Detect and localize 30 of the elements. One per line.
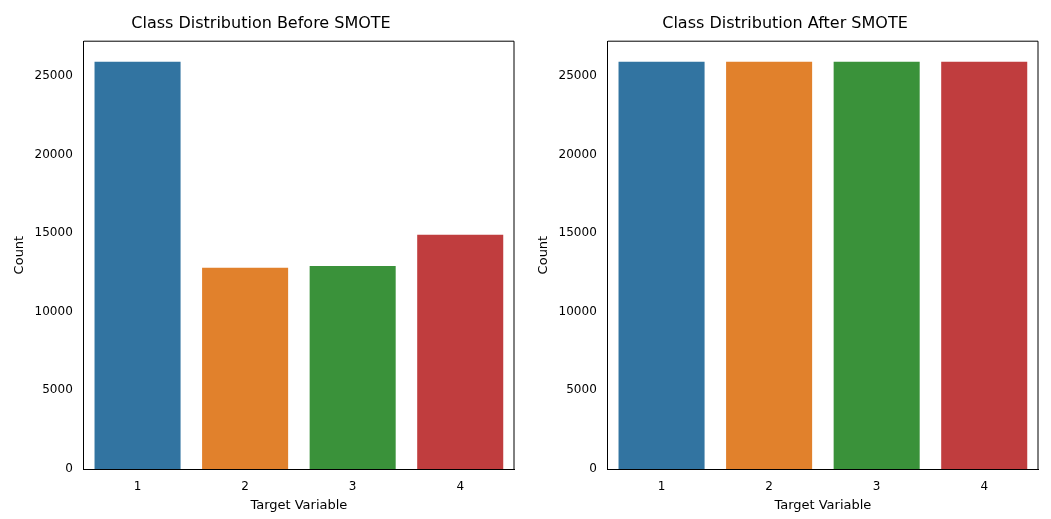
chart-title: Class Distribution Before SMOTE [131, 12, 391, 32]
x-tick-label: 3 [872, 479, 881, 494]
bar [309, 266, 396, 469]
x-axis-title: Target Variable [773, 496, 872, 512]
y-tick-label: 15000 [558, 225, 597, 240]
x-tick-label: 1 [133, 479, 142, 494]
y-tick-label: 5000 [42, 382, 73, 397]
y-tick-label: 20000 [34, 146, 73, 161]
y-tick-label: 25000 [558, 67, 597, 82]
y-axis-title: Count [535, 235, 551, 275]
y-tick-label: 10000 [34, 303, 73, 318]
y-tick-label: 20000 [558, 146, 597, 161]
x-tick-label: 4 [980, 479, 989, 494]
y-axis-title: Count [11, 235, 27, 275]
x-tick-label: 2 [765, 479, 773, 494]
x-tick-label: 3 [348, 479, 357, 494]
x-axis-title: Target Variable [249, 496, 348, 512]
bar [94, 61, 181, 469]
chart-title: Class Distribution After SMOTE [662, 12, 908, 32]
x-tick-label: 1 [657, 479, 666, 494]
y-tick-label: 0 [589, 461, 597, 476]
y-tick-label: 25000 [34, 67, 73, 82]
y-tick-label: 10000 [558, 303, 597, 318]
x-tick-label: 4 [456, 479, 465, 494]
y-tick-label: 15000 [34, 225, 73, 240]
y-tick-label: 5000 [566, 382, 597, 397]
bar [202, 267, 289, 469]
y-tick-label: 0 [65, 461, 73, 476]
bar [417, 234, 504, 469]
x-tick-label: 2 [241, 479, 249, 494]
